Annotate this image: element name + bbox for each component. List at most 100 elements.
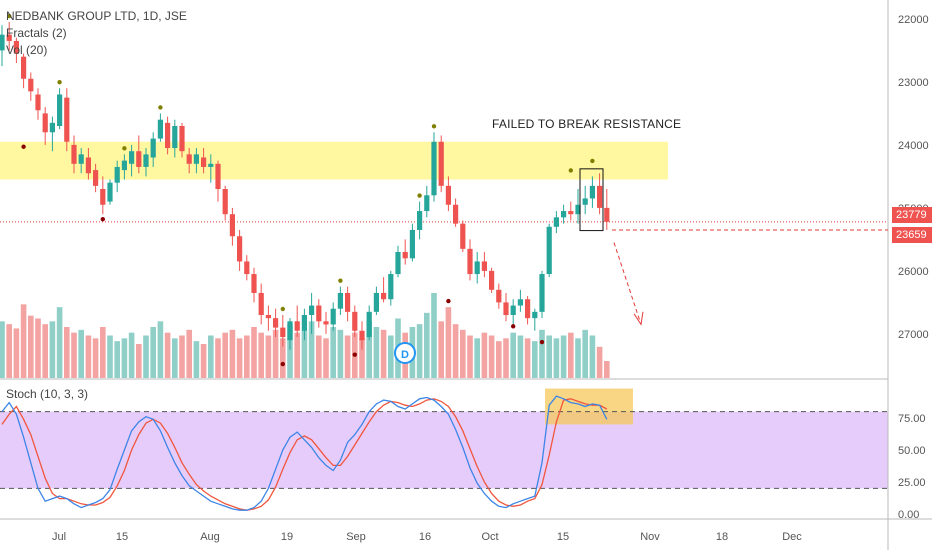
candle-body bbox=[359, 330, 365, 341]
candle-body bbox=[251, 274, 257, 293]
legend-volume[interactable]: Vol (20) bbox=[6, 43, 48, 57]
volume-bar bbox=[85, 335, 92, 378]
volume-bar bbox=[524, 338, 531, 378]
volume-bar bbox=[6, 324, 12, 378]
candle-body bbox=[597, 185, 603, 208]
volume-bar bbox=[532, 341, 538, 378]
date-axis-label: Dec bbox=[782, 531, 802, 543]
fractal-down-marker bbox=[511, 324, 516, 329]
candle-body bbox=[265, 315, 271, 319]
volume-bar bbox=[308, 321, 315, 378]
volume-bar bbox=[294, 332, 300, 378]
candle-body bbox=[503, 302, 509, 315]
candle-body bbox=[409, 229, 415, 259]
volume-bar bbox=[42, 324, 48, 378]
volume-bar bbox=[258, 332, 264, 378]
candle-body bbox=[532, 311, 538, 319]
fractal-up-marker bbox=[590, 158, 595, 164]
volume-bar bbox=[438, 321, 444, 378]
volume-bar bbox=[100, 327, 106, 378]
candle-body bbox=[510, 305, 516, 315]
date-axis-label: Aug bbox=[200, 531, 220, 543]
volume-bar bbox=[114, 341, 120, 378]
support-price-tag: 23659 bbox=[892, 227, 932, 243]
volume-bar bbox=[560, 335, 567, 378]
candle-body bbox=[402, 252, 408, 259]
volume-bar bbox=[373, 327, 380, 378]
volume-bar bbox=[467, 335, 473, 378]
date-axis-label: Sep bbox=[346, 531, 366, 543]
candle-body bbox=[186, 154, 192, 164]
stoch-axis-label: 0.00 bbox=[898, 509, 919, 521]
volume-bar bbox=[215, 338, 221, 378]
candle-body bbox=[525, 299, 531, 319]
legend-fractals[interactable]: Fractals (2) bbox=[6, 26, 67, 40]
date-axis-label: Jul bbox=[52, 531, 66, 543]
volume-bar bbox=[582, 329, 588, 378]
candle-body bbox=[201, 157, 207, 167]
stochastic-legend[interactable]: Stoch (10, 3, 3) bbox=[6, 387, 89, 401]
volume-bar bbox=[28, 315, 34, 378]
volume-bar bbox=[136, 344, 142, 378]
volume-bar bbox=[150, 327, 156, 378]
volume-bar bbox=[553, 338, 560, 378]
volume-bar bbox=[64, 327, 70, 378]
volume-bar bbox=[496, 341, 502, 378]
volume-bar bbox=[503, 338, 509, 378]
volume-bar bbox=[265, 335, 272, 378]
candle-body bbox=[301, 315, 307, 331]
candle-body bbox=[6, 34, 12, 41]
dividend-marker-icon[interactable]: D bbox=[394, 342, 416, 364]
candle-body bbox=[121, 160, 127, 171]
candle-body bbox=[582, 198, 588, 205]
candle-body bbox=[78, 154, 84, 164]
candle-body bbox=[28, 78, 34, 92]
fractal-up-marker bbox=[431, 124, 437, 129]
volume-bar bbox=[517, 335, 524, 378]
stoch-axis-label: 50.00 bbox=[898, 445, 926, 457]
candle-body bbox=[258, 292, 264, 315]
date-axis-label: Nov bbox=[640, 531, 660, 543]
volume-bar bbox=[539, 329, 545, 378]
volume-bar bbox=[0, 321, 5, 378]
candle-body bbox=[21, 56, 27, 79]
stoch-axis-label: 75.00 bbox=[898, 413, 926, 425]
candle-body bbox=[13, 40, 19, 54]
volume-bar bbox=[474, 338, 480, 378]
volume-bar bbox=[287, 324, 293, 378]
volume-bar bbox=[164, 332, 171, 378]
volume-bar bbox=[575, 338, 581, 378]
candle-body bbox=[517, 299, 523, 306]
candle-body bbox=[49, 122, 55, 133]
candle-body bbox=[489, 270, 495, 290]
candle-body bbox=[467, 248, 473, 275]
fractal-down-marker bbox=[100, 217, 106, 222]
stoch-d-line bbox=[1, 398, 608, 511]
candle-body bbox=[431, 141, 437, 196]
candle-body bbox=[150, 138, 156, 158]
legend-symbol[interactable]: NEDBANK GROUP LTD, 1D, JSE bbox=[6, 9, 187, 23]
candle-body bbox=[107, 182, 113, 202]
candle-body bbox=[445, 185, 451, 205]
fractal-down-marker bbox=[280, 361, 285, 367]
volume-bar bbox=[424, 312, 430, 378]
candle-body bbox=[64, 97, 70, 142]
candle-body bbox=[309, 305, 315, 315]
volume-bar bbox=[20, 304, 27, 378]
candle-body bbox=[546, 226, 552, 275]
volume-bar bbox=[272, 329, 279, 378]
candle-body bbox=[388, 274, 394, 300]
candle-body bbox=[438, 141, 444, 186]
candle-body bbox=[316, 305, 322, 322]
volume-bar bbox=[488, 335, 495, 378]
candle-body bbox=[561, 211, 567, 218]
candle-body bbox=[589, 185, 595, 199]
projection-arrowhead bbox=[633, 311, 644, 326]
volume-bar bbox=[128, 332, 135, 378]
volume-bar bbox=[157, 321, 164, 378]
candle-body bbox=[143, 154, 149, 167]
resistance-annotation: FAILED TO BREAK RESISTANCE bbox=[492, 117, 682, 131]
volume-bar bbox=[301, 329, 308, 378]
candle-body bbox=[93, 170, 99, 186]
